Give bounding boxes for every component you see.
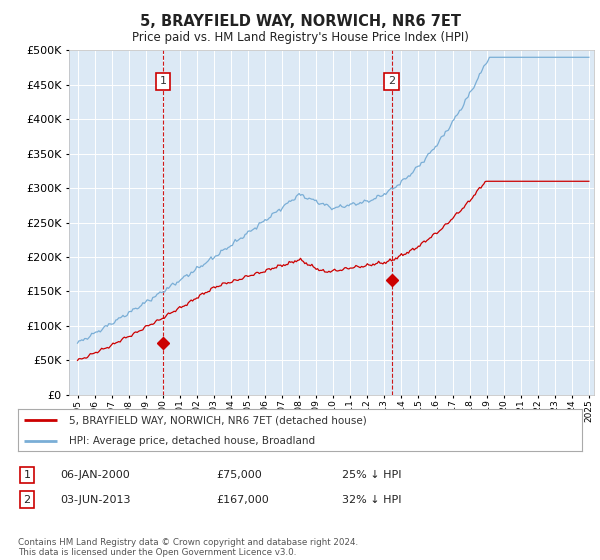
Text: £75,000: £75,000 — [216, 470, 262, 480]
Text: 1: 1 — [160, 76, 167, 86]
Text: 2: 2 — [23, 494, 31, 505]
Text: 06-JAN-2000: 06-JAN-2000 — [60, 470, 130, 480]
Text: 5, BRAYFIELD WAY, NORWICH, NR6 7ET (detached house): 5, BRAYFIELD WAY, NORWICH, NR6 7ET (deta… — [69, 415, 367, 425]
Text: 03-JUN-2013: 03-JUN-2013 — [60, 494, 131, 505]
Text: 2: 2 — [388, 76, 395, 86]
Text: 5, BRAYFIELD WAY, NORWICH, NR6 7ET: 5, BRAYFIELD WAY, NORWICH, NR6 7ET — [139, 14, 461, 29]
Text: HPI: Average price, detached house, Broadland: HPI: Average price, detached house, Broa… — [69, 436, 315, 446]
Text: Price paid vs. HM Land Registry's House Price Index (HPI): Price paid vs. HM Land Registry's House … — [131, 31, 469, 44]
Text: 32% ↓ HPI: 32% ↓ HPI — [342, 494, 401, 505]
Text: 25% ↓ HPI: 25% ↓ HPI — [342, 470, 401, 480]
Text: Contains HM Land Registry data © Crown copyright and database right 2024.
This d: Contains HM Land Registry data © Crown c… — [18, 538, 358, 557]
Text: £167,000: £167,000 — [216, 494, 269, 505]
Text: 1: 1 — [23, 470, 31, 480]
